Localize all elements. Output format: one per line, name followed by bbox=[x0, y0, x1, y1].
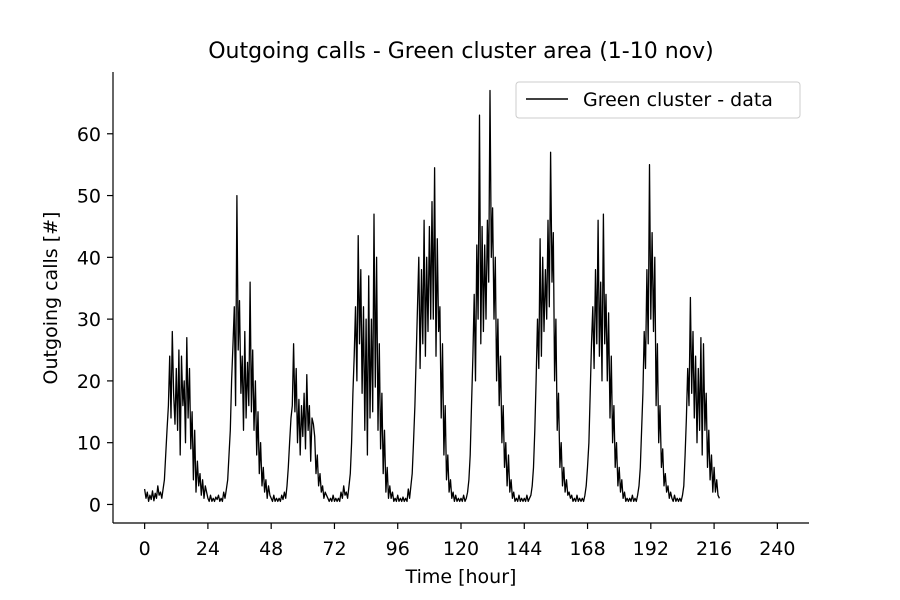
x-tick-label: 168 bbox=[569, 538, 605, 560]
y-tick-label: 20 bbox=[77, 371, 101, 393]
y-axis-ticks: 0 10 20 30 40 50 60 bbox=[77, 124, 113, 516]
y-tick-label: 10 bbox=[77, 433, 101, 455]
x-tick-label: 240 bbox=[759, 538, 795, 560]
y-tick-label: 0 bbox=[89, 494, 101, 516]
y-tick-label: 40 bbox=[77, 247, 101, 269]
y-tick-label: 60 bbox=[77, 124, 101, 146]
y-tick-label: 30 bbox=[77, 309, 101, 331]
y-tick-label: 50 bbox=[77, 186, 101, 208]
x-tick-label: 0 bbox=[139, 538, 151, 560]
legend: Green cluster - data bbox=[515, 81, 801, 119]
x-tick-label: 24 bbox=[196, 538, 220, 560]
x-axis-label: Time [hour] bbox=[405, 566, 517, 588]
y-axis-label: Outgoing calls [#] bbox=[40, 212, 62, 385]
x-tick-label: 192 bbox=[633, 538, 669, 560]
series-line-green-cluster-data bbox=[143, 89, 720, 503]
x-tick-label: 120 bbox=[443, 538, 479, 560]
chart-title: Outgoing calls - Green cluster area (1-1… bbox=[208, 39, 714, 64]
x-tick-label: 96 bbox=[386, 538, 410, 560]
x-tick-label: 216 bbox=[696, 538, 732, 560]
x-axis-ticks: 0 24 48 72 96 120 144 168 192 216 240 bbox=[139, 523, 795, 560]
x-tick-label: 72 bbox=[322, 538, 346, 560]
legend-box bbox=[515, 81, 801, 119]
legend-label: Green cluster - data bbox=[583, 89, 773, 111]
x-tick-label: 48 bbox=[259, 538, 283, 560]
x-tick-label: 144 bbox=[506, 538, 542, 560]
plot-area: 0 24 48 72 96 120 144 168 192 216 240 0 10 20 30 40 50 6… bbox=[77, 72, 809, 560]
